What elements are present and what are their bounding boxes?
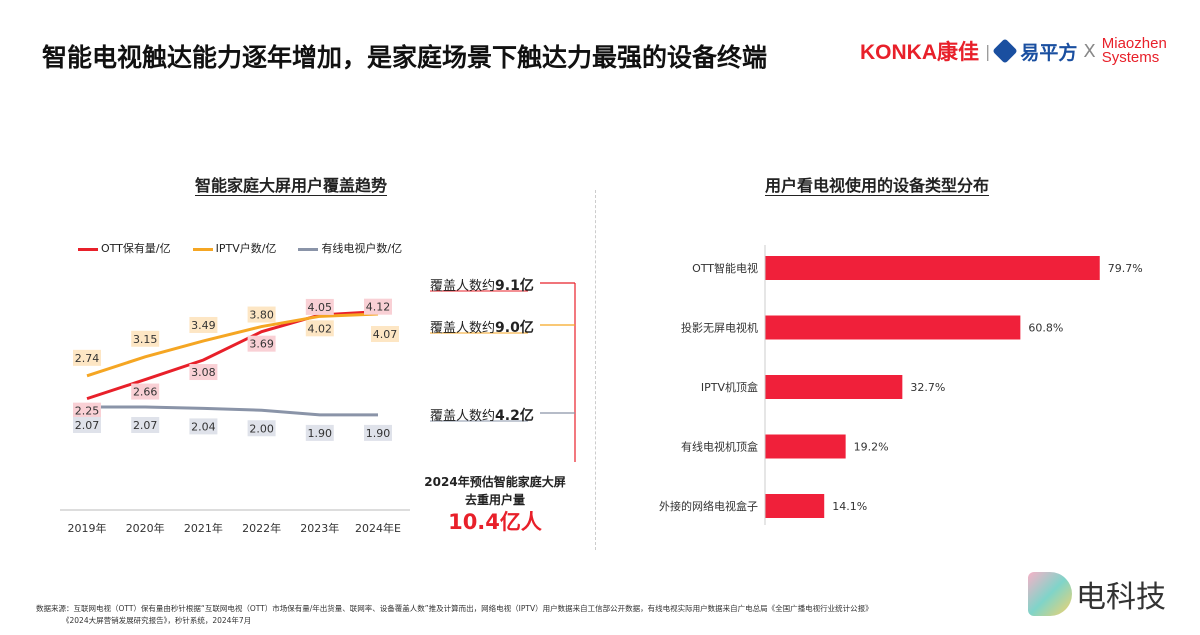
data-label: 2.00 xyxy=(249,422,274,435)
data-label: 4.07 xyxy=(373,328,398,341)
data-label-bg xyxy=(131,330,160,347)
data-label-bg xyxy=(73,349,101,366)
x-tick-label: 2023年 xyxy=(300,521,339,535)
data-label: 2.74 xyxy=(75,352,100,365)
logo-x: X xyxy=(1083,40,1096,62)
ypf-logo: 易平方 xyxy=(1020,41,1078,64)
data-label-bg xyxy=(131,417,160,433)
logo: KONKA康佳 | 易平方 X Miaozhen Systems xyxy=(860,36,1172,66)
legend-cable: 有线电视户数/亿 xyxy=(298,240,402,256)
bar-chart-title: 用户看电视使用的设备类型分布 xyxy=(765,176,990,195)
data-label: 2.04 xyxy=(191,420,216,433)
line-chart: 2019年 2020年 2021年 2022年 2023年 2024年E 2.25 2.66 3… xyxy=(60,282,576,535)
bar-category-label: OTT智能电视 xyxy=(692,261,758,275)
series-line-1 xyxy=(86,312,379,378)
logo-separator: | xyxy=(985,41,991,61)
data-label-bg xyxy=(247,306,276,323)
footer-source: 数据来源：互联网电视（OTT）保有量由秒针根据“互联网电视（OTT）市场保有量/… xyxy=(36,604,873,625)
bar xyxy=(765,256,1100,280)
watermark: 电科技 xyxy=(1028,572,1166,616)
data-label-bg xyxy=(73,402,101,419)
ypf-icon xyxy=(992,38,1019,64)
data-label-bg xyxy=(305,298,334,315)
data-label: 2.07 xyxy=(133,419,158,432)
bar-value-label: 32.7% xyxy=(910,381,945,394)
data-label-bg xyxy=(305,424,334,441)
x-tick-label: 2022年 xyxy=(242,521,281,535)
line-chart-title: 智能家庭大屏用户覆盖趋势 xyxy=(195,176,388,195)
data-label-bg xyxy=(371,326,399,342)
legend-iptv: IPTV户数/亿 xyxy=(192,240,276,256)
bar xyxy=(765,375,903,399)
data-label: 2.07 xyxy=(75,419,100,432)
bar xyxy=(765,434,846,459)
data-label-bg xyxy=(189,316,218,333)
bar-category-label: 有线电视机顶盒 xyxy=(681,440,758,454)
data-label-bg xyxy=(73,417,101,433)
annotation-iptv: 覆盖人数约9.0亿 xyxy=(430,320,534,336)
data-label-bg xyxy=(364,424,392,441)
miaozhen-logo: Miaozhen Systems xyxy=(1101,35,1167,66)
data-label: 3.08 xyxy=(191,366,216,379)
data-label-bg xyxy=(247,420,276,437)
x-tick-label: 2020年 xyxy=(126,521,165,535)
bar-value-label: 14.1% xyxy=(832,500,867,513)
page-title: 智能电视触达能力逐年增加，是家庭场景下触达力最强的设备终端 xyxy=(42,43,768,72)
data-label: 1.90 xyxy=(308,427,333,440)
data-label: 3.49 xyxy=(191,319,216,332)
data-label-bg xyxy=(305,320,334,337)
x-tick-label: 2019年 xyxy=(68,521,107,535)
bar-value-label: 79.7% xyxy=(1108,262,1143,275)
data-label: 1.90 xyxy=(366,427,391,440)
data-label-bg xyxy=(247,335,276,352)
divider xyxy=(595,190,596,550)
bar-value-label: 60.8% xyxy=(1028,322,1063,335)
data-label: 3.69 xyxy=(249,338,274,351)
annotation-cable: 覆盖人数约4.2亿 xyxy=(430,408,534,424)
data-label: 4.02 xyxy=(308,322,333,335)
data-label: 3.15 xyxy=(133,333,158,346)
bar-category-label: 外接的网络电视盒子 xyxy=(659,499,758,513)
legend-ott: OTT保有量/亿 xyxy=(78,240,171,256)
watermark-icon xyxy=(1028,572,1072,616)
data-label: 4.05 xyxy=(308,301,333,314)
data-label-bg xyxy=(189,364,218,381)
summary: 2024年预估智能家庭大屏 去重用户量 10.4亿人 xyxy=(424,475,566,534)
bar-category-label: 投影无屏电视机 xyxy=(681,321,758,335)
x-tick-label: 2021年 xyxy=(184,521,223,535)
konka-logo: KONKA康佳 xyxy=(860,41,979,64)
data-label-bg xyxy=(364,298,392,315)
annotation-ott: 覆盖人数约9.1亿 xyxy=(430,278,534,294)
bar xyxy=(765,315,1021,340)
x-tick-label: 2024年E xyxy=(355,521,401,535)
data-label-bg xyxy=(189,418,218,435)
series-line-0 xyxy=(86,310,379,401)
legend: OTT保有量/亿 IPTV户数/亿 有线电视户数/亿 xyxy=(78,240,402,256)
data-label: 2.66 xyxy=(133,386,158,399)
series-line-2 xyxy=(87,405,378,417)
bar-category-label: IPTV机顶盒 xyxy=(701,380,758,394)
bar-chart: OTT智能电视 79.7% 投影无屏电视机 60.8% IPTV机顶盒 32.7% 有线电视… xyxy=(659,245,1143,525)
data-label-bg xyxy=(131,383,160,400)
data-label: 3.80 xyxy=(249,309,274,322)
bar-value-label: 19.2% xyxy=(854,441,889,454)
data-label: 2.25 xyxy=(75,405,100,418)
data-label: 4.12 xyxy=(366,301,391,314)
bar xyxy=(765,494,825,518)
